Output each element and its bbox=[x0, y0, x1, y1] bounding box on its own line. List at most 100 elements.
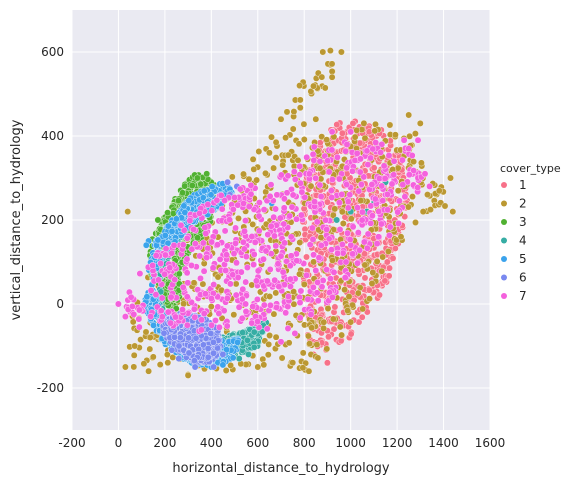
data-point bbox=[208, 330, 214, 336]
data-point bbox=[297, 315, 303, 321]
data-point bbox=[255, 364, 261, 370]
data-point bbox=[387, 122, 393, 128]
data-point bbox=[385, 207, 391, 213]
data-point bbox=[317, 158, 323, 164]
data-point bbox=[348, 319, 354, 325]
data-point bbox=[352, 134, 358, 140]
data-point bbox=[276, 283, 282, 289]
data-point bbox=[209, 207, 215, 213]
data-point bbox=[304, 154, 310, 160]
data-point bbox=[131, 352, 137, 358]
data-point bbox=[370, 146, 376, 152]
data-point bbox=[122, 364, 128, 370]
data-point bbox=[405, 204, 411, 210]
data-point bbox=[299, 189, 305, 195]
data-point bbox=[308, 311, 314, 317]
data-point bbox=[374, 240, 380, 246]
data-point bbox=[332, 304, 338, 310]
data-point bbox=[220, 362, 226, 368]
data-point bbox=[409, 152, 415, 158]
data-point bbox=[237, 186, 243, 192]
data-point bbox=[355, 229, 361, 235]
data-point bbox=[301, 136, 307, 142]
data-point bbox=[256, 213, 262, 219]
data-point bbox=[157, 361, 163, 367]
data-point bbox=[310, 151, 316, 157]
data-point bbox=[324, 360, 330, 366]
data-point bbox=[205, 245, 211, 251]
data-point bbox=[198, 181, 204, 187]
data-point bbox=[198, 317, 204, 323]
data-point bbox=[144, 294, 150, 300]
data-point bbox=[376, 292, 382, 298]
data-point bbox=[285, 152, 291, 158]
data-point bbox=[191, 306, 197, 312]
data-point bbox=[340, 220, 346, 226]
data-point bbox=[280, 269, 286, 275]
data-point bbox=[281, 196, 287, 202]
data-point bbox=[290, 126, 296, 132]
x-tick-label: 1200 bbox=[382, 436, 413, 450]
data-point bbox=[210, 265, 216, 271]
data-point bbox=[169, 250, 175, 256]
data-point bbox=[387, 224, 393, 230]
data-point bbox=[343, 259, 349, 265]
data-point bbox=[436, 188, 442, 194]
data-point bbox=[354, 150, 360, 156]
data-point bbox=[266, 150, 272, 156]
data-point bbox=[344, 307, 350, 313]
data-point bbox=[217, 256, 223, 262]
data-point bbox=[385, 248, 391, 254]
data-point bbox=[320, 49, 326, 55]
data-point bbox=[222, 228, 228, 234]
data-point bbox=[267, 293, 273, 299]
data-point bbox=[169, 228, 175, 234]
data-point bbox=[326, 169, 332, 175]
data-point bbox=[187, 217, 193, 223]
data-point bbox=[378, 221, 384, 227]
data-point bbox=[171, 242, 177, 248]
data-point bbox=[273, 154, 279, 160]
data-point bbox=[205, 201, 211, 207]
data-point bbox=[177, 335, 183, 341]
data-point bbox=[155, 277, 161, 283]
data-point bbox=[384, 191, 390, 197]
data-point bbox=[325, 305, 331, 311]
data-point bbox=[202, 291, 208, 297]
data-point bbox=[254, 318, 260, 324]
data-point bbox=[230, 355, 236, 361]
data-point bbox=[300, 365, 306, 371]
data-point bbox=[311, 144, 317, 150]
data-point bbox=[367, 155, 373, 161]
data-point bbox=[395, 188, 401, 194]
data-point bbox=[309, 325, 315, 331]
data-point bbox=[291, 169, 297, 175]
data-point bbox=[347, 236, 353, 242]
data-point bbox=[181, 203, 187, 209]
data-point bbox=[263, 248, 269, 254]
data-point bbox=[372, 128, 378, 134]
data-point bbox=[356, 188, 362, 194]
data-point bbox=[345, 199, 351, 205]
data-point bbox=[148, 313, 154, 319]
data-point bbox=[361, 239, 367, 245]
data-point bbox=[273, 334, 279, 340]
data-point bbox=[310, 236, 316, 242]
data-point bbox=[376, 175, 382, 181]
data-point bbox=[141, 361, 147, 367]
data-point bbox=[322, 85, 328, 91]
data-point bbox=[233, 281, 239, 287]
data-point bbox=[329, 61, 335, 67]
data-point bbox=[186, 197, 192, 203]
data-point bbox=[278, 116, 284, 122]
data-point bbox=[256, 228, 262, 234]
data-point bbox=[186, 350, 192, 356]
data-point bbox=[382, 175, 388, 181]
data-point bbox=[250, 303, 256, 309]
data-point bbox=[184, 294, 190, 300]
data-point bbox=[399, 157, 405, 163]
data-point bbox=[216, 310, 222, 316]
data-point bbox=[136, 316, 142, 322]
data-point bbox=[369, 280, 375, 286]
data-point bbox=[287, 283, 293, 289]
